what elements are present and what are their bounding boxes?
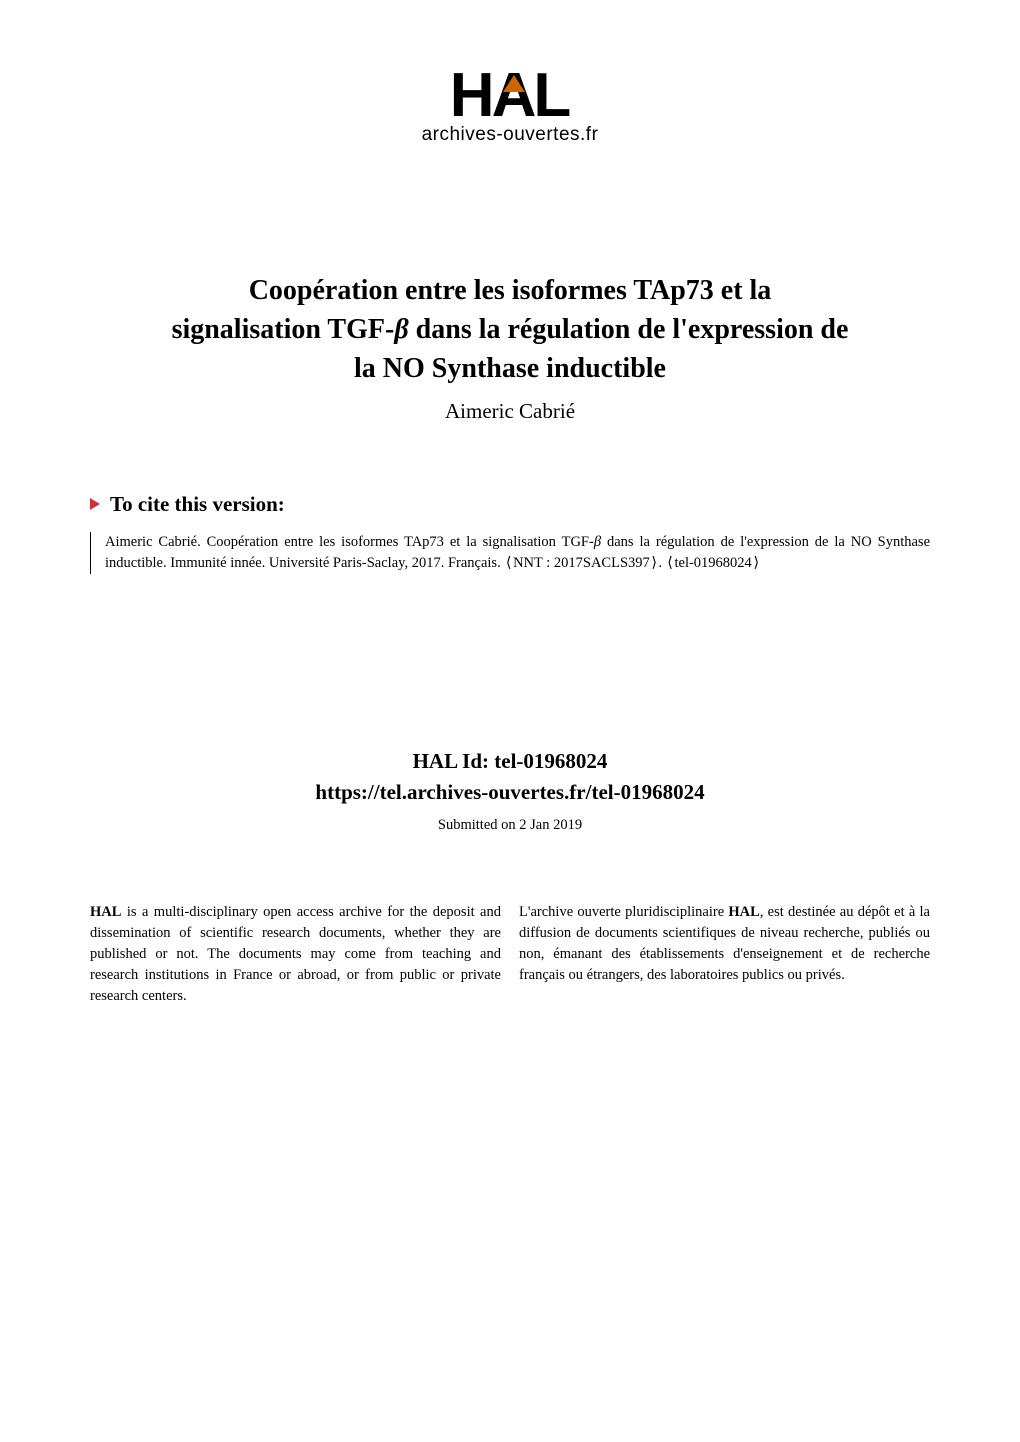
citation-beta: β — [594, 534, 601, 550]
citation-nnt: NNT : 2017SACLS397 — [513, 555, 650, 571]
submitted-date: Submitted on 2 Jan 2019 — [90, 817, 930, 834]
citation-text-pre: Aimeric Cabrié. Coopération entre les is… — [105, 534, 594, 550]
description-left-text: is a multi-disciplinary open access arch… — [90, 904, 501, 1004]
cite-header: To cite this version: — [90, 492, 930, 517]
title-line-2-pre: signalisation TGF- — [172, 314, 395, 345]
hal-id-label: HAL Id: tel-01968024 — [90, 749, 930, 774]
langle-close-2: ⟩ — [752, 555, 761, 571]
description-right-prefix: L'archive ouverte pluridisciplinaire — [519, 904, 728, 920]
citation-tel-id: tel-01968024 — [674, 555, 751, 571]
hal-cover-page: HAL archives-ouvertes.fr Coopération ent… — [0, 0, 1020, 1442]
document-title: Coopération entre les isoformes TAp73 et… — [90, 271, 930, 389]
hal-bold-right: HAL — [728, 904, 759, 920]
langle-close-1: ⟩ — [650, 555, 659, 571]
title-line-2-post: dans la régulation de l'expression de — [409, 314, 849, 345]
description-right-column: L'archive ouverte pluridisciplinaire HAL… — [519, 902, 930, 1007]
cite-section: To cite this version: Aimeric Cabrié. Co… — [90, 492, 930, 574]
title-beta: β — [394, 314, 408, 345]
description-section: HAL is a multi-disciplinary open access … — [90, 902, 930, 1007]
cite-title: To cite this version: — [110, 492, 285, 517]
hal-url[interactable]: https://tel.archives-ouvertes.fr/tel-019… — [90, 780, 930, 805]
title-section: Coopération entre les isoformes TAp73 et… — [90, 271, 930, 424]
hal-logo-text: HAL — [422, 65, 599, 127]
hal-logo: HAL archives-ouvertes.fr — [422, 65, 599, 146]
hal-bold-left: HAL — [90, 904, 121, 920]
logo-container: HAL archives-ouvertes.fr — [90, 65, 930, 146]
langle-open-1: ⟨ — [504, 555, 513, 571]
author-name: Aimeric Cabrié — [90, 399, 930, 424]
title-line-1: Coopération entre les isoformes TAp73 et… — [249, 275, 772, 306]
description-left-column: HAL is a multi-disciplinary open access … — [90, 902, 501, 1007]
logo-triangle-icon — [503, 75, 525, 92]
title-line-3: la NO Synthase inductible — [354, 353, 666, 384]
hal-id-section: HAL Id: tel-01968024 https://tel.archive… — [90, 749, 930, 834]
triangle-marker-icon — [90, 498, 100, 510]
citation-block: Aimeric Cabrié. Coopération entre les is… — [90, 532, 930, 574]
